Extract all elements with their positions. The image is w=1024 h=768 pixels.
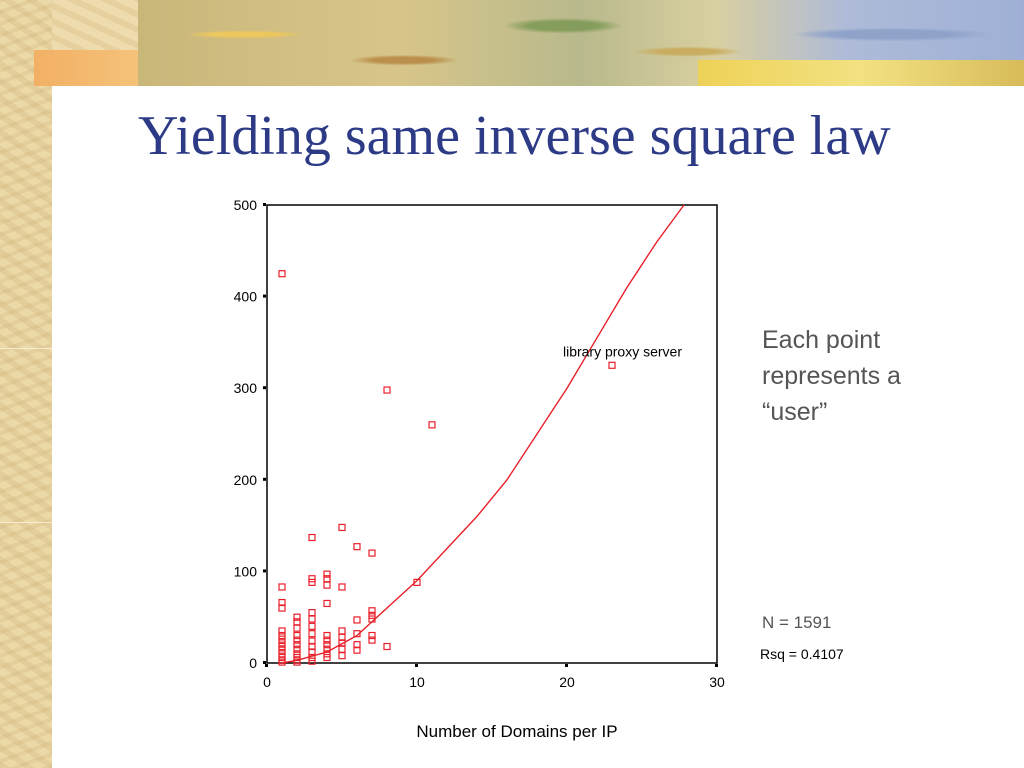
data-point [278,646,286,654]
x-tick-label: 0 [263,674,271,690]
data-point [323,631,331,640]
note-line-3: “user” [762,398,828,426]
y-tick [263,477,266,481]
side-note: Each point represents a “user” [762,322,982,430]
y-tick [263,569,266,573]
y-tick [263,294,266,298]
data-point [308,622,316,630]
data-point [383,386,391,394]
data-point [308,609,316,617]
y-tick-label: 400 [234,289,258,305]
data-point [308,533,316,542]
data-point [323,645,331,653]
data-point [278,604,286,612]
data-point [368,549,376,557]
data-point [338,583,346,591]
data-point [293,624,301,632]
strip-seam [0,348,52,349]
note-line-2: represents a [762,362,901,390]
data-point [278,658,286,666]
x-tick [415,664,418,667]
data-point [368,636,376,644]
data-point [338,627,346,635]
data-point [338,652,346,660]
data-point [293,631,301,640]
data-point [293,613,301,621]
data-point [323,570,331,578]
point-annotation: library proxy server [563,343,682,359]
data-point [308,578,316,586]
y-tick [263,203,266,206]
data-point [353,630,361,638]
data-point [323,599,331,608]
data-point [308,615,316,623]
rsq-label: Rsq = 0.4107 [760,646,844,662]
plot-frame [266,204,718,664]
data-point [278,270,286,278]
data-point [368,607,376,615]
data-point [278,583,286,591]
x-tick-label: 30 [709,674,725,690]
data-point [278,627,286,635]
data-point [338,645,346,653]
slide-title: Yielding same inverse square law [138,105,891,167]
data-point [293,658,301,666]
parchment-left-strip [0,0,52,768]
x-tick [715,664,718,667]
data-point [308,653,316,662]
data-point [308,657,316,665]
data-point [278,631,286,640]
y-tick-label: 300 [234,380,258,396]
data-point [413,578,421,586]
data-point [428,421,436,429]
y-tick-label: 500 [234,197,258,213]
x-tick-label: 10 [409,674,425,690]
data-point [368,615,376,623]
data-point [278,639,286,647]
collage-banner-image [138,0,1024,86]
data-point [353,616,361,624]
sample-size-label: N = 1591 [762,613,832,632]
x-tick-label: 20 [559,674,575,690]
data-point [338,523,346,532]
banner-gold-strip [698,60,1024,86]
y-tick-label: 200 [234,472,258,488]
data-point [278,650,286,658]
data-point [323,581,331,589]
data-point [368,631,376,640]
fit-curve [281,204,685,664]
x-axis-label: Number of Domains per IP [416,722,617,741]
y-tick-label: 100 [234,563,258,579]
data-point [308,575,316,583]
note-line-1: Each point [762,326,881,354]
data-point [293,645,301,653]
data-point [278,642,286,651]
data-point [368,611,376,619]
data-point [323,650,331,658]
data-point [278,635,286,643]
banner-orange-block [34,50,138,86]
data-point [608,361,616,369]
strip-seam [0,522,52,523]
y-tick-label: 0 [249,655,257,671]
plot-layer: 0 100 200 300 400 500 0 10 20 30 Number of Domains… [234,197,725,741]
data-point [383,642,391,651]
data-point [353,646,361,654]
y-tick [263,661,266,664]
data-point [323,636,331,644]
data-point [308,630,316,638]
data-point [293,641,301,649]
data-point [323,653,331,662]
x-tick [265,664,268,667]
x-tick [565,664,568,667]
data-point [353,543,361,551]
y-tick [263,386,266,390]
data-point [293,636,301,644]
data-point [323,641,331,649]
